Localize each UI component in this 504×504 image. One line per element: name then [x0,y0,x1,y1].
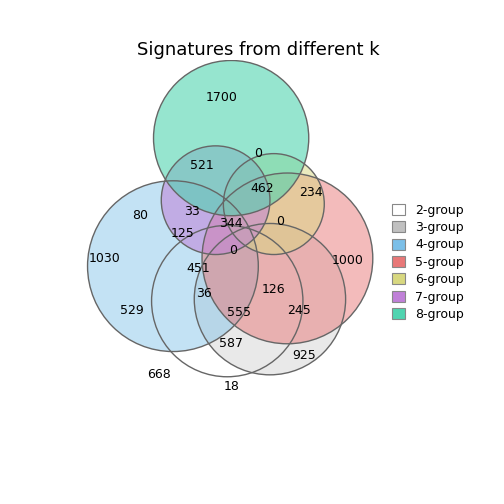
Text: 529: 529 [120,304,144,318]
Text: 1000: 1000 [332,254,363,267]
Text: 668: 668 [148,368,171,382]
Text: 18: 18 [223,380,239,393]
Text: 0: 0 [255,147,262,160]
Circle shape [202,173,373,344]
Text: 344: 344 [219,217,243,230]
Text: 925: 925 [292,349,316,362]
Circle shape [88,181,258,352]
Text: 451: 451 [186,262,210,275]
Title: Signatures from different k: Signatures from different k [137,41,380,59]
Text: 1030: 1030 [89,252,121,265]
Text: 126: 126 [262,283,286,296]
Text: 0: 0 [276,215,284,228]
Text: 521: 521 [190,159,214,172]
Text: 80: 80 [132,209,148,222]
Text: 462: 462 [250,182,274,195]
Legend: 2-group, 3-group, 4-group, 5-group, 6-group, 7-group, 8-group: 2-group, 3-group, 4-group, 5-group, 6-gr… [389,200,468,325]
Text: 33: 33 [184,205,200,218]
Text: 0: 0 [229,244,237,257]
Text: 587: 587 [219,337,243,350]
Text: 234: 234 [299,186,323,199]
Circle shape [223,154,324,255]
Text: 555: 555 [227,306,251,319]
Text: 36: 36 [196,287,212,300]
Text: 245: 245 [287,304,311,318]
Circle shape [161,146,270,255]
Circle shape [194,223,346,375]
Text: 1700: 1700 [206,91,237,104]
Circle shape [154,60,309,216]
Text: 125: 125 [171,227,195,240]
